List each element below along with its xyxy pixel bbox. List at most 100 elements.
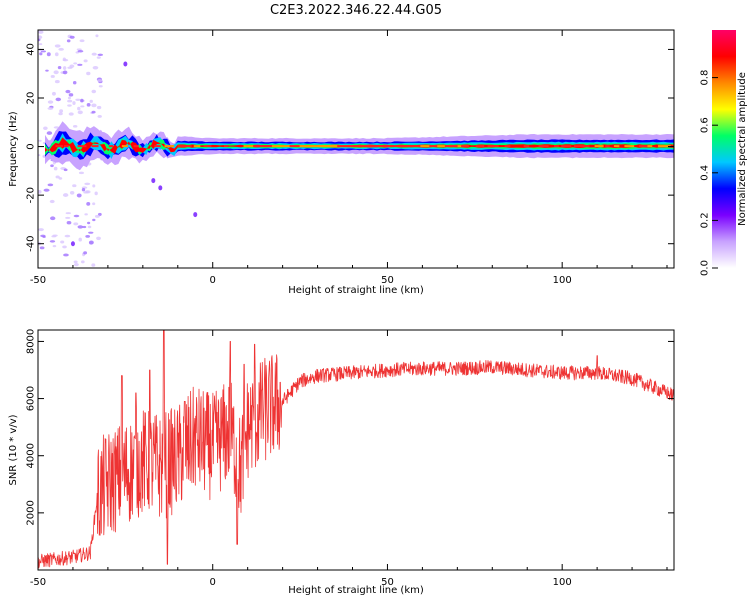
- spectrogram-speckle: [94, 214, 100, 218]
- spectrogram-speckle: [38, 30, 44, 34]
- spectrogram-speckle: [92, 184, 96, 188]
- spectrogram-x-tick-label: 100: [553, 275, 572, 286]
- spectrogram-speckle: [62, 193, 69, 197]
- spectrogram-peak: [585, 145, 590, 148]
- spectrogram-speckle: [84, 182, 91, 186]
- spectrogram-speckle: [50, 75, 55, 78]
- snr-y-tick-label: 2000: [26, 500, 37, 525]
- spectrogram-peak: [133, 145, 139, 148]
- spectrogram-speckle: [78, 237, 82, 242]
- spectrogram-speckle: [49, 199, 55, 204]
- spectrogram-speckle: [73, 62, 78, 65]
- spectrogram-speckle: [67, 104, 72, 107]
- spectrogram-speckle: [73, 222, 79, 226]
- spectrogram-speckle: [51, 91, 56, 96]
- spectrogram-speckle: [94, 191, 98, 196]
- spectrogram-speckle: [96, 236, 101, 241]
- spectrogram-speckle: [73, 260, 78, 264]
- spectrogram-speckle: [83, 251, 88, 255]
- spectrogram-speckle: [95, 34, 99, 38]
- spectrogram-speckle: [88, 240, 94, 245]
- spectrogram-speckle: [72, 101, 76, 105]
- spectrogram-speckle: [77, 63, 83, 66]
- spectrogram-speckle: [72, 184, 77, 188]
- spectrogram-speckle: [80, 260, 85, 264]
- spectrogram-speckle: [98, 85, 103, 88]
- snr-y-label: SNR (10 * v/v): [8, 414, 19, 485]
- spectrogram-speckle: [54, 52, 59, 57]
- spectrogram-peak: [55, 145, 63, 148]
- spectrogram-speckle: [39, 52, 43, 56]
- spectrogram-speckle: [85, 234, 91, 238]
- colorbar-tick-label: 0.2: [700, 212, 711, 228]
- spectrogram-speckle: [54, 79, 60, 84]
- snr-y-tick-label: 4000: [26, 443, 37, 468]
- spectrogram-peak: [77, 145, 87, 148]
- colorbar-gradient: [712, 30, 736, 268]
- spectrogram-speckle: [40, 50, 46, 53]
- spectrogram-speckle: [47, 107, 54, 110]
- spectrogram-speckle: [91, 52, 97, 56]
- spectrogram-peak: [605, 145, 610, 148]
- spectrogram-speckle: [55, 175, 60, 179]
- spectrogram-speckle: [54, 44, 61, 48]
- spectrogram-speckle: [69, 35, 75, 39]
- spectrogram-speckle: [43, 126, 48, 131]
- spectrogram-speckle: [91, 89, 97, 94]
- snr-x-tick-label: 100: [553, 577, 572, 588]
- spectrogram-peak: [638, 145, 652, 148]
- spectrogram-speckle: [58, 112, 63, 116]
- spectrogram-peak: [554, 145, 559, 148]
- spectrogram-y-tick-label: 0: [26, 143, 37, 149]
- spectrogram-speckle: [57, 66, 62, 70]
- spectrogram-blob: [151, 178, 156, 184]
- spectrogram-speckle: [67, 96, 71, 100]
- spectrogram-speckle: [63, 168, 68, 172]
- spectrogram-peak: [444, 145, 458, 148]
- spectrogram-speckle: [96, 105, 102, 110]
- colorbar-tick-label: 0.4: [700, 165, 711, 181]
- spectrogram-speckle: [80, 98, 84, 103]
- spectrogram-speckle: [77, 106, 81, 111]
- spectrogram-speckle: [53, 166, 58, 171]
- spectrogram-peak: [538, 145, 549, 148]
- spectrogram-speckle: [67, 99, 73, 103]
- spectrogram-speckle: [38, 189, 42, 194]
- spectrogram-speckle: [69, 191, 75, 195]
- spectrogram-speckle: [50, 164, 54, 168]
- spectrogram-speckle: [97, 114, 102, 118]
- spectrogram-speckle: [52, 234, 58, 237]
- spectrogram-speckle: [78, 171, 85, 175]
- spectrogram-speckle: [75, 98, 81, 101]
- colorbar-tick-label: 0.6: [700, 117, 711, 133]
- spectrogram-speckle: [82, 225, 87, 229]
- spectrogram-speckle: [52, 245, 57, 248]
- spectrogram-speckle: [62, 70, 68, 75]
- spectrogram-speckle: [65, 212, 71, 215]
- spectrogram-y-tick-label: 40: [26, 43, 37, 56]
- spectrogram-peak: [121, 145, 128, 148]
- snr-series-line: [38, 330, 674, 569]
- spectrogram-speckle: [91, 263, 96, 267]
- spectrogram-x-tick-label: -50: [30, 275, 46, 286]
- spectrogram-peak: [253, 145, 276, 148]
- spectrogram-speckle: [38, 154, 41, 157]
- spectrogram-peak: [368, 145, 395, 148]
- spectrogram-blob: [123, 61, 128, 67]
- spectrogram-peak: [657, 145, 671, 148]
- spectrogram-speckle: [62, 245, 67, 249]
- spectrogram-peak: [613, 145, 620, 148]
- spectrogram-speckle: [45, 69, 49, 72]
- spectrogram-speckle: [87, 221, 91, 225]
- spectrogram-peak: [594, 145, 604, 148]
- spectrogram-peak: [193, 145, 201, 148]
- snr-y-tick-label: 8000: [26, 329, 37, 354]
- spectrogram-speckle: [72, 81, 77, 85]
- spectrogram-speckle: [64, 234, 71, 238]
- spectrogram-speckle: [40, 234, 46, 238]
- spectrogram-peak: [91, 145, 99, 148]
- spectrogram-speckle: [68, 93, 74, 97]
- spectrogram-speckle: [72, 125, 78, 128]
- spectrogram-peak: [154, 145, 161, 148]
- spectrogram-marks: [38, 30, 674, 267]
